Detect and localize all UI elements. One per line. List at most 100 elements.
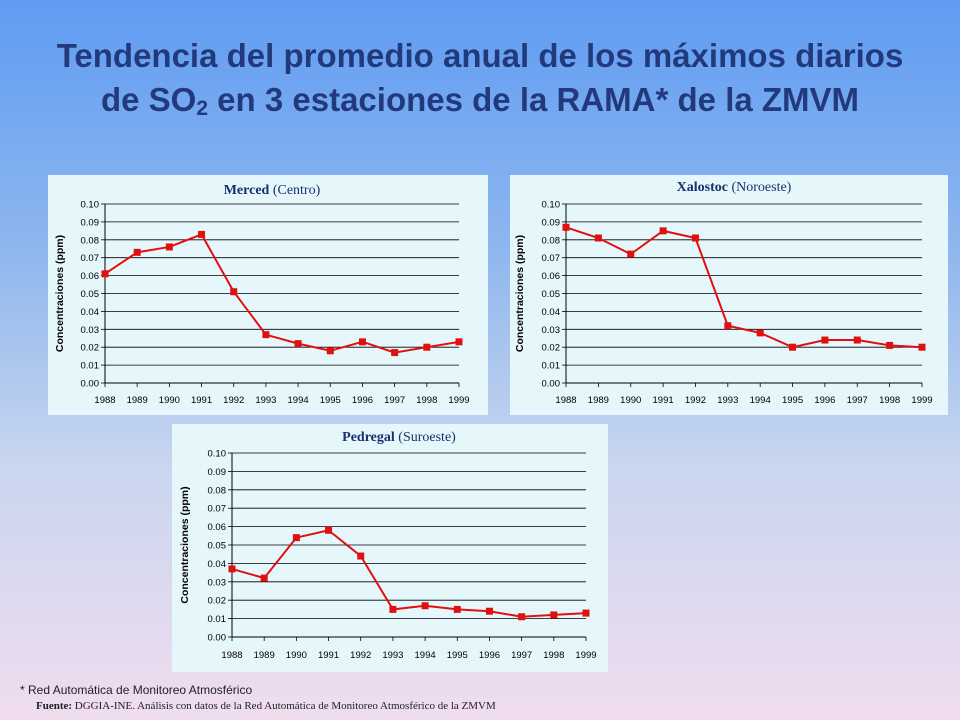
data-point (821, 336, 829, 344)
x-tick-label: 1997 (847, 395, 868, 406)
data-point (724, 322, 732, 330)
data-point (358, 338, 366, 346)
source-note: Fuente: DGGIA-INE. Análisis con datos de… (36, 700, 496, 712)
chart-panel-merced: Merced (Centro) 0.00 0.01 0.02 0.03 0.04 0.05 0… (48, 175, 488, 415)
x-tick-label: 1988 (555, 395, 576, 406)
x-tick-label: 1994 (750, 395, 771, 406)
data-point (101, 270, 109, 278)
data-point (756, 329, 764, 337)
x-tick-label: 1989 (254, 650, 275, 661)
y-tick-label: 0.09 (81, 217, 100, 228)
y-tick-label: 0.06 (208, 522, 227, 533)
x-tick-label: 1997 (384, 395, 405, 406)
x-tick-label: 1992 (223, 395, 244, 406)
y-tick-label: 0.10 (81, 200, 100, 211)
data-point (853, 336, 861, 344)
data-point (455, 338, 463, 346)
x-tick-label: 1995 (782, 395, 803, 406)
x-tick-label: 1998 (416, 395, 437, 406)
data-point (198, 230, 206, 238)
x-tick-label: 1991 (653, 395, 674, 406)
data-point (789, 343, 797, 351)
y-tick-label: 0.01 (81, 361, 100, 372)
chart-title: Merced (Centro) (224, 183, 321, 198)
data-point (326, 347, 334, 355)
data-point (918, 343, 926, 351)
y-tick-label: 0.03 (81, 325, 100, 336)
x-tick-label: 1993 (382, 650, 403, 661)
y-tick-label: 0.01 (542, 361, 561, 372)
y-tick-label: 0.08 (542, 235, 561, 246)
x-tick-label: 1988 (221, 650, 242, 661)
data-point (594, 234, 602, 242)
x-tick-label: 1993 (255, 395, 276, 406)
y-tick-label: 0.05 (542, 289, 561, 300)
chart-title: Pedregal (Suroeste) (342, 430, 456, 445)
chart-title-region: (Suroeste) (395, 430, 456, 445)
x-tick-label: 1994 (415, 650, 436, 661)
series-line (231, 529, 587, 618)
chart-panel-xalostoc: Xalostoc (Noroeste) 0.00 0.01 0.02 0.03 0.04 0… (510, 175, 948, 415)
data-point (228, 565, 236, 573)
x-tick-label: 1997 (511, 650, 532, 661)
y-tick-label: 0.08 (208, 485, 227, 496)
data-point (294, 340, 302, 348)
x-tick-label: 1989 (127, 395, 148, 406)
y-tick-label: 0.01 (208, 614, 227, 625)
y-axis-label: Concentraciones (ppm) (514, 235, 526, 352)
x-tick-label: 1993 (717, 395, 738, 406)
data-point (389, 605, 397, 613)
data-point (518, 613, 526, 621)
data-point (357, 552, 365, 560)
x-tick-label: 1996 (479, 650, 500, 661)
y-tick-label: 0.07 (542, 253, 561, 264)
x-tick-label: 1989 (588, 395, 609, 406)
data-point (562, 223, 570, 231)
x-tick-label: 1990 (159, 395, 180, 406)
y-tick-label: 0.10 (208, 449, 227, 460)
data-point (262, 331, 270, 339)
chart-title-region: (Centro) (269, 183, 320, 198)
y-axis-label: Concentraciones (ppm) (179, 486, 191, 603)
x-tick-label: 1990 (286, 650, 307, 661)
chart-title-region: (Noroeste) (728, 180, 792, 195)
x-tick-label: 1990 (620, 395, 641, 406)
y-tick-label: 0.02 (208, 596, 227, 607)
data-point (659, 227, 667, 235)
x-tick-label: 1999 (575, 650, 596, 661)
chart-panel-pedregal: Pedregal (Suroeste) 0.00 0.01 0.02 0.03 0.04 0… (172, 424, 608, 672)
y-tick-label: 0.07 (208, 504, 227, 515)
y-tick-label: 0.09 (542, 217, 561, 228)
y-tick-label: 0.02 (542, 343, 561, 354)
data-point (886, 341, 894, 349)
data-point (325, 526, 333, 534)
data-point (582, 609, 590, 617)
x-tick-label: 1995 (447, 650, 468, 661)
x-tick-label: 1995 (320, 395, 341, 406)
y-tick-label: 0.06 (81, 271, 100, 282)
source-text: DGGIA-INE. Análisis con datos de la Red … (72, 700, 496, 712)
x-tick-label: 1996 (352, 395, 373, 406)
source-label: Fuente: (36, 700, 73, 712)
x-tick-label: 1991 (191, 395, 212, 406)
title-text-main: Tendencia del promedio anual de los máxi… (56, 37, 904, 118)
chart-svg-pedregal: Pedregal (Suroeste) 0.00 0.01 0.02 0.03 0.04 0… (179, 430, 597, 661)
y-tick-label: 0.00 (81, 379, 100, 390)
x-tick-label: 1998 (543, 650, 564, 661)
footnote: * Red Automática de Monitoreo Atmosféric… (20, 683, 253, 697)
series-line (104, 233, 460, 354)
data-point (550, 611, 558, 619)
y-tick-label: 0.02 (81, 343, 100, 354)
data-point (627, 250, 635, 258)
x-tick-label: 1996 (814, 395, 835, 406)
data-point (165, 243, 173, 251)
slide-title: Tendencia del promedio anual de los máxi… (40, 34, 920, 127)
title-text-rest: en 3 estaciones de la RAMA* de la ZMVM (208, 81, 860, 118)
x-tick-label: 1998 (879, 395, 900, 406)
y-tick-label: 0.03 (208, 577, 227, 588)
chart-svg-xalostoc: Xalostoc (Noroeste) 0.00 0.01 0.02 0.03 0.04 0… (514, 180, 933, 406)
data-point (230, 288, 238, 296)
y-tick-label: 0.05 (208, 541, 227, 552)
x-tick-label: 1992 (350, 650, 371, 661)
data-point (292, 534, 300, 542)
